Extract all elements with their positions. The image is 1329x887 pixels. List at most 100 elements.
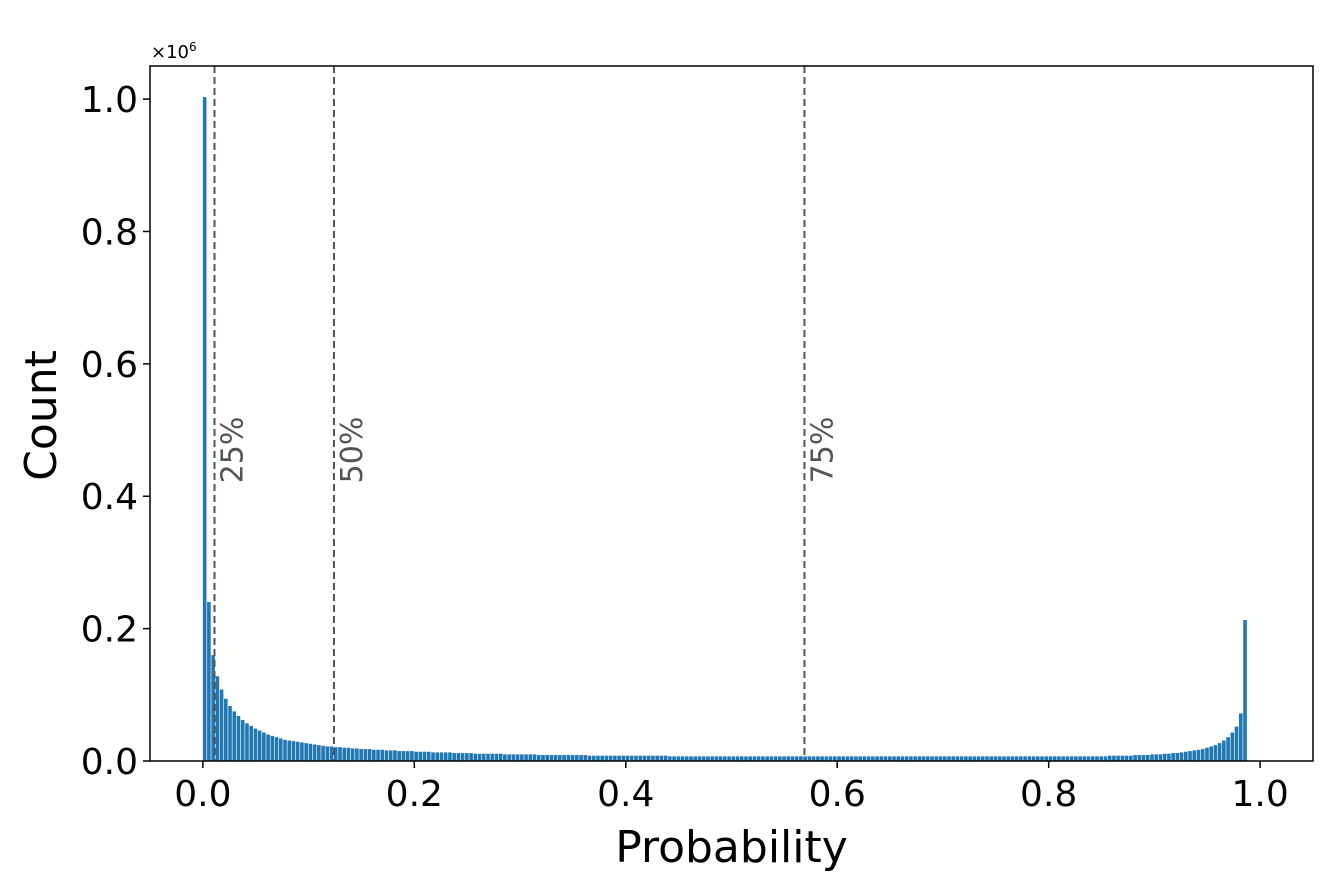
histogram-bar (799, 756, 803, 761)
histogram-bar (731, 756, 736, 761)
histogram-bar (972, 756, 977, 761)
histogram-bar (304, 743, 308, 761)
histogram-bar (921, 756, 926, 761)
plot-frame (149, 65, 1314, 762)
histogram-bar (1014, 756, 1019, 761)
histogram-bar (1002, 756, 1006, 761)
histogram-bar (562, 755, 566, 761)
histogram-bar (579, 755, 583, 761)
histogram-bar (1188, 751, 1192, 761)
histogram-bar (321, 745, 325, 761)
histogram-bar (325, 746, 330, 761)
histogram-bar (1124, 755, 1129, 761)
x-axis-ticks: 0.0 0.2 0.4 0.6 0.8 1.0 (174, 761, 1289, 815)
histogram-bar (955, 756, 960, 761)
histogram-bar (883, 756, 888, 761)
histogram-bar (871, 756, 875, 761)
histogram-bar (520, 754, 524, 761)
histogram-bar (1019, 756, 1023, 761)
histogram-bar (1095, 756, 1099, 761)
histogram-bar (300, 742, 304, 761)
histogram-bar (1222, 740, 1226, 761)
histogram-bar (786, 756, 791, 761)
y-axis-multiplier-base: ×10 (151, 42, 189, 63)
histogram-bar (1192, 750, 1197, 761)
histogram-bar (723, 756, 727, 761)
y-axis-label: Count (16, 350, 67, 481)
histogram-bar (617, 755, 621, 761)
histogram-bar (448, 752, 452, 761)
histogram-bar (596, 755, 600, 761)
histogram-bar (1234, 726, 1239, 761)
histogram-bar (634, 755, 638, 761)
histogram-bar (541, 755, 545, 761)
histogram-bar (380, 749, 385, 761)
histogram-bar (1099, 756, 1104, 761)
histogram-bar (672, 756, 676, 761)
histogram-bar (410, 751, 414, 761)
histogram-bar (1200, 749, 1205, 761)
histogram-bar (240, 719, 245, 761)
histogram-bar (926, 756, 930, 761)
histogram-bar (427, 751, 431, 761)
histogram-bar (866, 756, 871, 761)
histogram-bar (1065, 756, 1070, 761)
histogram-bar (803, 756, 807, 761)
y-tick-label: 0.2 (81, 610, 138, 651)
histogram-bar (1175, 753, 1180, 761)
histogram-bar (1141, 755, 1146, 761)
histogram-bar (249, 725, 253, 761)
histogram-bar (355, 748, 359, 761)
histogram-bar (790, 756, 795, 761)
histogram-bar (934, 756, 939, 761)
histogram-bar (824, 756, 829, 761)
histogram-bar (752, 756, 757, 761)
x-tick-label: 0.4 (597, 774, 654, 815)
histogram-bar (494, 753, 499, 761)
histogram-bar (1137, 755, 1142, 761)
histogram-bar (837, 756, 841, 761)
histogram-bar (1040, 756, 1044, 761)
histogram-bar (575, 755, 579, 761)
histogram-bar (312, 744, 317, 761)
histogram-bar (291, 741, 296, 761)
histogram-bar (642, 755, 647, 761)
histogram-bar (841, 756, 846, 761)
histogram-bar (587, 755, 592, 761)
histogram-bar (308, 743, 313, 761)
y-axis-multiplier-exponent: 6 (189, 40, 197, 54)
histogram-bar (515, 754, 520, 761)
histogram-bar (295, 741, 300, 761)
histogram-bar (769, 756, 774, 761)
histogram-bar (989, 756, 994, 761)
histogram-bar (270, 735, 275, 761)
histogram-bar (469, 753, 473, 761)
histogram-bar (1162, 753, 1167, 761)
histogram-bar (959, 756, 964, 761)
histogram-bar (820, 756, 824, 761)
histogram-bar (739, 756, 744, 761)
histogram-bar (1103, 756, 1108, 761)
histogram-bar (393, 750, 397, 761)
histogram-bar (832, 756, 837, 761)
histogram-bar (536, 755, 541, 761)
histogram-bar (481, 753, 486, 761)
histogram-bar (1069, 756, 1074, 761)
histogram-bar (663, 755, 668, 761)
histogram-bar (621, 755, 626, 761)
histogram-bar (401, 751, 406, 761)
histogram-bar (384, 750, 389, 761)
histogram-bar (232, 711, 237, 761)
histogram-bar (849, 756, 854, 761)
histogram-bar (465, 753, 469, 761)
histogram-bar (1205, 747, 1209, 761)
histogram-bar (1238, 713, 1243, 761)
histogram-bar (498, 753, 503, 761)
histogram-bar (1090, 756, 1095, 761)
histogram-bar (1086, 756, 1091, 761)
histogram-bar (359, 749, 363, 761)
histogram-bar (346, 747, 351, 761)
histogram-bar (1006, 756, 1010, 761)
histogram-bar (219, 689, 224, 761)
